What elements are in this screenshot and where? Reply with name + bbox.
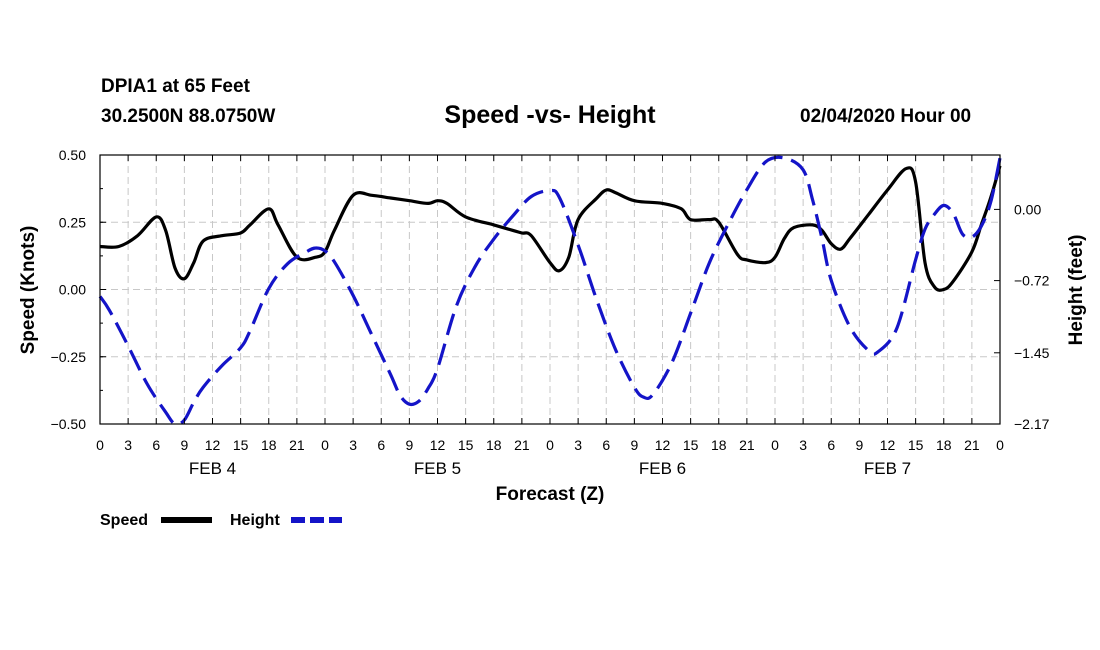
x-tick-label: 12 — [205, 437, 221, 453]
y-tick-label: 0.50 — [59, 147, 86, 163]
forecast-date: 02/04/2020 Hour 00 — [800, 106, 972, 127]
x-tick-label: 3 — [574, 437, 582, 453]
x-tick-label: 21 — [739, 437, 755, 453]
x-tick-label: 3 — [349, 437, 357, 453]
x-tick-label: 21 — [514, 437, 530, 453]
x-tick-label: 18 — [486, 437, 502, 453]
y-axis-title: Speed (Knots) — [18, 226, 39, 355]
x-tick-label: 0 — [96, 437, 104, 453]
x-tick-label: 15 — [458, 437, 474, 453]
day-label: FEB 4 — [189, 459, 236, 478]
chart-title: Speed -vs- Height — [444, 101, 656, 129]
y2-tick-label: −1.45 — [1014, 345, 1050, 361]
series-layer — [98, 155, 1002, 427]
x-tick-label: 9 — [405, 437, 413, 453]
x-tick-label: 0 — [996, 437, 1004, 453]
x-tick-label: 9 — [630, 437, 638, 453]
x-tick-label: 18 — [936, 437, 952, 453]
x-tick-label: 6 — [602, 437, 610, 453]
x-tick-label: 12 — [430, 437, 446, 453]
legend-speed-label: Speed — [100, 512, 148, 529]
y-tick-label: −0.25 — [51, 349, 87, 365]
x-tick-label: 21 — [964, 437, 980, 453]
x-tick-label: 15 — [233, 437, 249, 453]
x-tick-label: 12 — [880, 437, 896, 453]
grid — [100, 155, 1000, 424]
x-tick-label: 3 — [799, 437, 807, 453]
x-tick-label: 3 — [124, 437, 132, 453]
x-tick-label: 0 — [546, 437, 554, 453]
x-axis-title: Forecast (Z) — [496, 484, 605, 505]
axes: 0 3 6 9 12 15 18 21 0 3 6 9 12 15 18 21 0 3 6 9 12 15 18 21 0 3 6 9… — [51, 147, 1050, 478]
x-tick-label: 18 — [261, 437, 277, 453]
x-tick-label: 6 — [827, 437, 835, 453]
y2-tick-label: −2.17 — [1014, 416, 1050, 432]
x-tick-label: 21 — [289, 437, 305, 453]
legend: Speed Height — [100, 512, 342, 529]
day-label: FEB 5 — [414, 459, 461, 478]
x-tick-label: 18 — [711, 437, 727, 453]
y-tick-label: −0.50 — [51, 416, 87, 432]
station-coords: 30.2500N 88.0750W — [101, 106, 276, 127]
x-tick-label: 12 — [655, 437, 671, 453]
y-tick-label: 0.00 — [59, 282, 86, 298]
x-tick-label: 0 — [321, 437, 329, 453]
y-tick-label: 0.25 — [59, 214, 86, 230]
x-tick-label: 6 — [377, 437, 385, 453]
legend-height-label: Height — [230, 512, 280, 529]
day-label: FEB 6 — [639, 459, 686, 478]
day-label: FEB 7 — [864, 459, 911, 478]
x-tick-label: 15 — [683, 437, 699, 453]
x-tick-label: 15 — [908, 437, 924, 453]
station-name: DPIA1 at 65 Feet — [101, 76, 250, 97]
y2-axis-title: Height (feet) — [1066, 235, 1087, 346]
x-tick-label: 6 — [152, 437, 160, 453]
x-tick-label: 9 — [180, 437, 188, 453]
y2-tick-label: −0.72 — [1014, 273, 1050, 289]
x-tick-label: 0 — [771, 437, 779, 453]
x-tick-label: 9 — [855, 437, 863, 453]
series-height-line — [98, 155, 1002, 427]
y2-tick-label: 0.00 — [1014, 201, 1041, 217]
